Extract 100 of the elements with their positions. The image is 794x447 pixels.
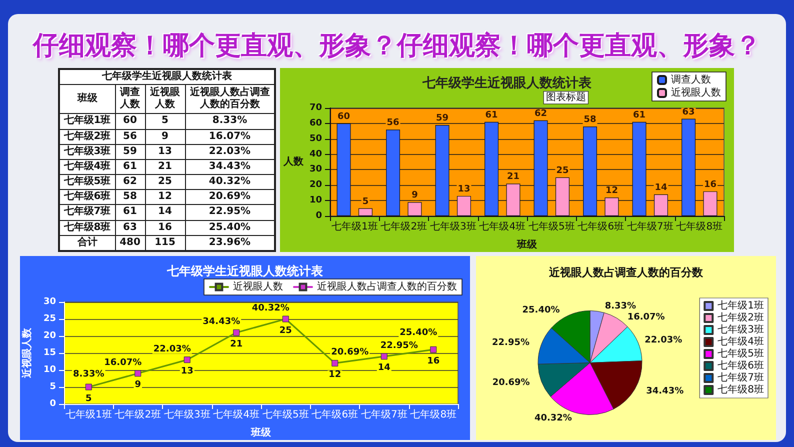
- data-label: 34.43%: [185, 159, 275, 175]
- legend-label: 七年级3班: [718, 324, 764, 336]
- x-tick-label: 七年级7班: [626, 220, 674, 232]
- data-label: 20.69%: [185, 190, 275, 205]
- data-label: 16: [704, 180, 716, 190]
- legend-label: 近视眼人数占调查人数的百分数: [317, 280, 457, 292]
- chart-title: 七年级学生近视眼人数统计表: [422, 75, 592, 91]
- data-label: 12: [328, 370, 342, 380]
- series-label: 调查人数: [115, 84, 145, 114]
- category-label: 七年级2班: [59, 129, 115, 144]
- annotation: 20.69%: [331, 348, 369, 358]
- data-label: 8.33%: [185, 114, 275, 130]
- annotation: 34.43%: [202, 317, 240, 328]
- x-tick-label: 七年级8班: [410, 408, 457, 420]
- data-label: 61: [633, 110, 646, 120]
- data-label: 58: [584, 115, 596, 126]
- annotation: 8.33%: [73, 370, 104, 380]
- data-label: 34.43%: [646, 386, 684, 397]
- y-tick-label: 50: [309, 134, 322, 144]
- point: [380, 353, 388, 360]
- data-label: 16: [427, 356, 440, 366]
- data-label: 20.69%: [492, 378, 530, 388]
- data-label: 25.40%: [185, 220, 275, 236]
- data-label: 9: [145, 129, 185, 144]
- category-label: 七年级7班: [59, 204, 115, 220]
- text: 仔细观察！哪个更直观、形象？仔细观察！哪个更直观、形象？: [31, 30, 762, 63]
- legend-label: 七年级1班: [718, 300, 764, 312]
- data-label: 56: [115, 129, 145, 144]
- data-label: 9: [412, 190, 418, 201]
- y-tick-label: 30: [43, 297, 56, 307]
- y-tick-label: 30: [309, 164, 322, 175]
- data-label: 25: [556, 166, 569, 176]
- data-label: 23.96%: [185, 235, 275, 251]
- annotation: 22.03%: [153, 344, 191, 354]
- data-label: 13: [145, 144, 185, 160]
- legend-label: 近视眼人数: [671, 86, 721, 98]
- y-axis-title: 人数: [282, 156, 305, 168]
- category-label: 七年级3班: [59, 144, 115, 160]
- x-tick-label: 七年级4班: [213, 408, 260, 420]
- category-label: 七年级5班: [59, 174, 115, 190]
- data-label: 5: [85, 394, 92, 404]
- annotation: 16.07%: [104, 358, 142, 368]
- data-label: 480: [115, 235, 145, 251]
- data-label: 62: [534, 108, 548, 119]
- legend-label: 七年级6班: [718, 360, 764, 372]
- legend-label: 七年级2班: [718, 312, 764, 324]
- point: [184, 356, 190, 364]
- text: 近视眼人数占调查人数的百分数: [185, 84, 275, 114]
- data-label: 12: [605, 186, 618, 196]
- data-label: 13: [458, 184, 470, 194]
- legend-label: 七年级5班: [718, 348, 764, 360]
- data-label: 63: [115, 220, 145, 236]
- point: [85, 384, 92, 390]
- x-tick-label: 七年级2班: [380, 220, 428, 232]
- data-label: 63: [682, 107, 695, 118]
- data-label: 22.95%: [492, 338, 530, 348]
- x-tick-label: 七年级3班: [164, 408, 210, 420]
- x-tick-label: 七年级6班: [578, 220, 624, 232]
- point: [430, 346, 437, 353]
- data-label: 22.95%: [185, 204, 275, 220]
- x-tick-label: 七年级1班: [331, 220, 378, 232]
- data-label: 14: [378, 363, 390, 374]
- data-label: 22.03%: [185, 144, 275, 160]
- y-tick-label: 40: [309, 149, 322, 160]
- data-label: 21: [230, 339, 243, 350]
- y-tick-label: 70: [309, 103, 322, 113]
- x-tick-label: 七年级3班: [430, 220, 476, 232]
- data-label: 115: [145, 235, 185, 251]
- point: [134, 370, 142, 377]
- data-label: 12: [145, 190, 185, 205]
- data-label: 61: [115, 159, 145, 175]
- data-label: 40.32%: [185, 174, 275, 190]
- data-label: 61: [115, 204, 145, 220]
- data-label: 9: [134, 380, 142, 390]
- y-tick-label: 60: [309, 118, 322, 128]
- y-tick-label: 25: [43, 314, 56, 324]
- point: [282, 316, 289, 322]
- annotation: 40.32%: [252, 304, 290, 314]
- chart-title: 七年级学生近视眼人数统计表: [166, 264, 324, 278]
- data-label: 60: [338, 112, 350, 122]
- text: 班级: [59, 84, 115, 114]
- data-label: 56: [386, 118, 400, 128]
- y-tick-label: 15: [43, 348, 56, 358]
- x-tick-label: 七年级6班: [312, 408, 358, 420]
- point: [332, 360, 338, 366]
- data-label: 25: [145, 174, 185, 190]
- text: 图表标题: [546, 91, 586, 104]
- legend-label: 近视眼人数: [233, 280, 283, 292]
- data-label: 16.07%: [185, 129, 275, 144]
- point: [233, 329, 240, 336]
- data-label: 58: [115, 190, 145, 205]
- category-label: 七年级4班: [59, 159, 115, 175]
- data-label: 25.40%: [522, 306, 560, 316]
- y-tick-label: 20: [43, 331, 56, 341]
- data-label: 59: [436, 113, 449, 124]
- y-tick-label: 10: [309, 196, 322, 206]
- x-tick-label: 七年级1班: [65, 408, 112, 420]
- data-label: 14: [145, 204, 185, 220]
- data-label: 16: [145, 220, 185, 236]
- category-label: 合计: [59, 235, 115, 251]
